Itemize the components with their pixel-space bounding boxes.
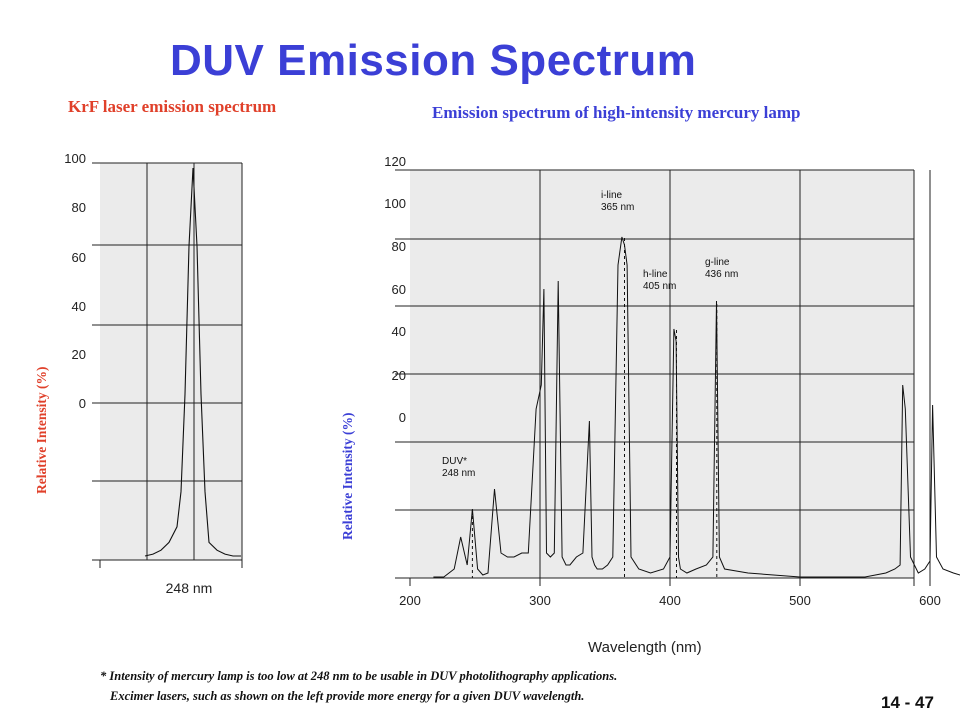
mercury-x-tick-label: 600 — [919, 593, 941, 608]
mercury-x-tick-label: 500 — [789, 593, 811, 608]
krf-series-line — [144, 167, 241, 557]
krf-y-tick-label: 80 — [72, 200, 86, 215]
krf-chart-title: KrF laser emission spectrum — [68, 97, 277, 116]
mercury-x-axis-label: Wavelength (nm) — [588, 639, 702, 656]
mercury-annotation-label: 365 nm — [601, 202, 634, 213]
mercury-annotation-label: h-line — [643, 269, 668, 280]
krf-y-tick-label: 40 — [72, 299, 86, 314]
krf-x-tick-label: 248 nm — [166, 580, 213, 596]
mercury-x-tick-label: 400 — [659, 593, 681, 608]
slide-number: 14 - 47 — [881, 693, 934, 712]
mercury-y-tick-label: 40 — [392, 324, 406, 339]
mercury-x-tick-label: 300 — [529, 593, 551, 608]
krf-y-tick-label: 0 — [79, 396, 86, 411]
mercury-x-tick-label: 200 — [399, 593, 421, 608]
mercury-y-tick-label: 0 — [399, 410, 406, 425]
mercury-y-tick-label: 20 — [392, 368, 406, 383]
krf-plot-area — [100, 163, 242, 560]
mercury-annotation-label: g-line — [705, 257, 730, 268]
footnote-line-2: Excimer lasers, such as shown on the lef… — [110, 689, 585, 703]
mercury-annotation-label: 405 nm — [643, 281, 676, 292]
mercury-annotation-label: i-line — [601, 190, 623, 201]
mercury-annotation-label: DUV* — [442, 456, 467, 467]
krf-y-tick-label: 20 — [72, 347, 86, 362]
krf-y-tick-label: 60 — [72, 250, 86, 265]
krf-y-tick-label: 100 — [64, 151, 86, 166]
footnote-line-1: * Intensity of mercury lamp is too low a… — [100, 669, 618, 683]
krf-chart: 100 80 60 40 20 0 248 nm — [64, 151, 243, 596]
mercury-y-tick-label: 60 — [392, 282, 406, 297]
mercury-y-tick-label: 100 — [384, 196, 406, 211]
mercury-y-tick-label: 80 — [392, 239, 406, 254]
slide-title: DUV Emission Spectrum — [170, 36, 697, 85]
footnote: * Intensity of mercury lamp is too low a… — [100, 666, 820, 706]
mercury-annotation-label: 436 nm — [705, 269, 738, 280]
mercury-annotation-label: 248 nm — [442, 468, 475, 479]
mercury-y-tick-label: 120 — [384, 154, 406, 169]
mercury-chart-title: Emission spectrum of high-intensity merc… — [432, 103, 801, 122]
mercury-series-line — [433, 236, 960, 578]
